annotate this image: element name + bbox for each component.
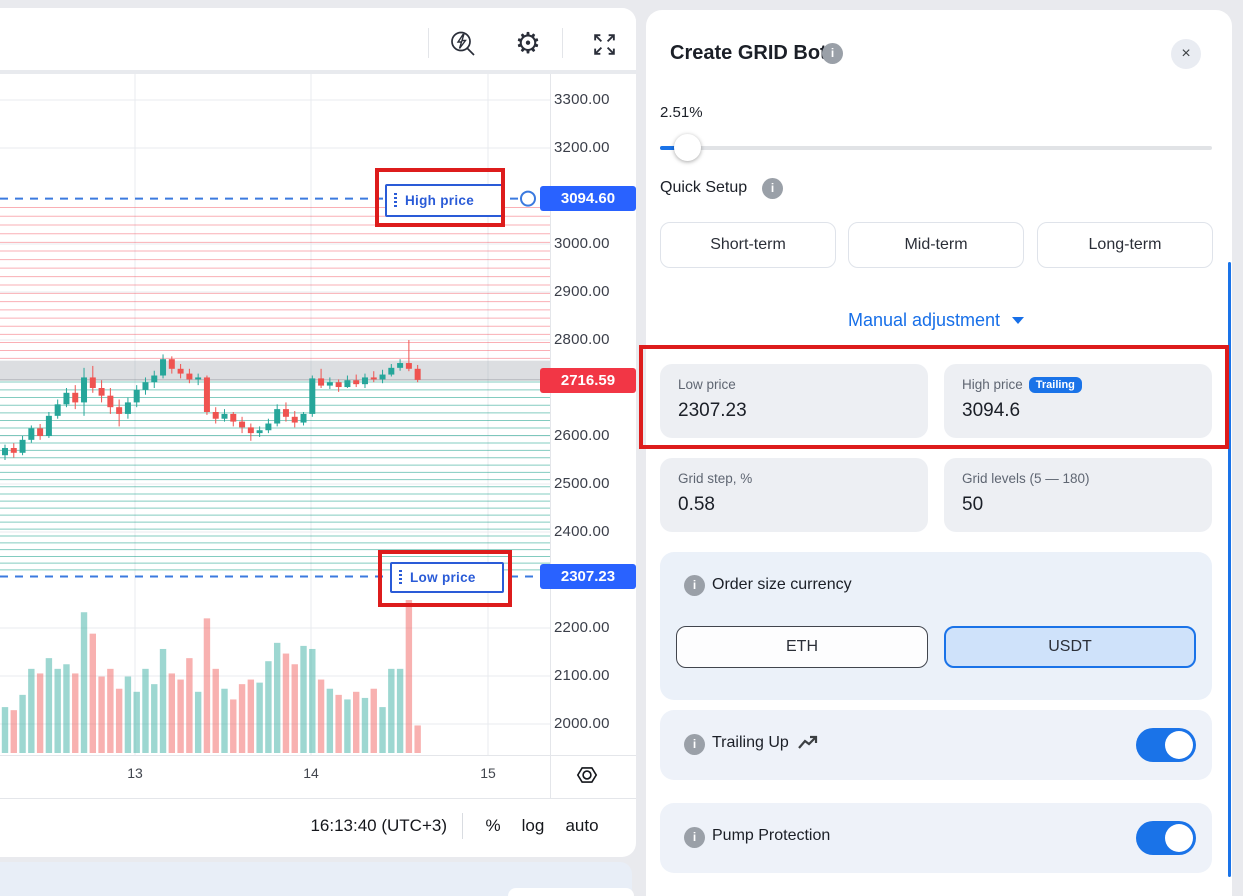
percent-slider-thumb[interactable]: [674, 134, 701, 161]
flash-zoom-icon[interactable]: [445, 26, 481, 62]
grid-levels-field-label: Grid levels (5 — 180): [962, 471, 1090, 486]
trailing-up-label: Trailing Up: [712, 734, 819, 752]
status-bar-border: [0, 798, 636, 799]
chart-toolbar: ⚙: [0, 8, 636, 74]
low-price-field-label: Low price: [678, 377, 736, 392]
price-tick-label: 3200.00: [554, 139, 610, 156]
grid-levels-field[interactable]: Grid levels (5 — 180) 50: [944, 458, 1212, 532]
percent-scale-button[interactable]: %: [485, 816, 501, 835]
order-size-label: Order size currency: [712, 576, 852, 593]
fullscreen-icon[interactable]: [586, 26, 622, 62]
usdt-currency-button[interactable]: USDT: [944, 626, 1196, 668]
panel-scrollbar[interactable]: [1228, 262, 1231, 877]
status-divider: [462, 813, 463, 839]
price-tick-label: 2600.00: [554, 427, 610, 444]
price-tick-label: 2900.00: [554, 283, 610, 300]
low-price-badge: 2307.23: [540, 564, 636, 590]
high-price-field-value: 3094.6: [962, 400, 1021, 421]
settings-gear-icon[interactable]: ⚙: [515, 28, 541, 60]
time-tick-label: 14: [303, 765, 319, 781]
high-price-line-text: High price: [405, 193, 475, 208]
toggle-knob: [1165, 731, 1193, 759]
high-price-badge: 3094.60: [540, 186, 636, 212]
price-tick-label: 2500.00: [554, 475, 610, 492]
low-price-line-text: Low price: [410, 570, 476, 585]
toggle-knob: [1165, 824, 1193, 852]
toolbar-divider: [428, 28, 429, 58]
grid-levels-field-value: 50: [962, 494, 984, 515]
pump-protection-toggle[interactable]: [1136, 821, 1196, 855]
chart-card: [0, 8, 636, 857]
title-info-icon[interactable]: i: [822, 43, 843, 64]
drag-grip-icon: [394, 193, 397, 208]
price-tick-label: 2400.00: [554, 523, 610, 540]
price-tick-label: 2100.00: [554, 667, 610, 684]
clock: 16:13:40 (UTC+3): [310, 816, 447, 835]
high-price-field-label: High price Trailing: [962, 377, 1082, 393]
price-tick-label: 2800.00: [554, 331, 610, 348]
chevron-down-icon: [1012, 317, 1025, 324]
price-tick-label: 2000.00: [554, 715, 610, 732]
price-tick-label: 3000.00: [554, 235, 610, 252]
auto-scale-button[interactable]: auto: [565, 816, 599, 835]
manual-adjustment-label: Manual adjustment: [847, 310, 1001, 330]
high-price-line-label[interactable]: High price: [385, 184, 504, 217]
trailing-up-row: i Trailing Up: [660, 710, 1212, 780]
axis-separator: [550, 74, 551, 798]
order-size-info-icon[interactable]: i: [684, 575, 705, 596]
time-tick-label: 15: [480, 765, 496, 781]
quick-setup-info-icon[interactable]: i: [762, 178, 783, 199]
drag-grip-icon: [399, 570, 402, 585]
current-price-badge: 2716.59: [540, 367, 636, 393]
bottom-panel-card-edge: [508, 888, 634, 896]
close-icon[interactable]: ×: [1171, 39, 1201, 69]
grid-step-field[interactable]: Grid step, % 0.58: [660, 458, 928, 532]
long-term-button[interactable]: Long-term: [1037, 222, 1213, 268]
percent-slider-fill: [660, 146, 677, 150]
trend-up-icon: [797, 735, 817, 749]
low-price-field-value: 2307.23: [678, 400, 747, 421]
percent-slider-track[interactable]: [660, 146, 1212, 150]
pump-protection-label: Pump Protection: [712, 827, 831, 844]
trailing-up-toggle[interactable]: [1136, 728, 1196, 762]
high-price-field[interactable]: High price Trailing 3094.6: [944, 364, 1212, 438]
price-tick-label: 2200.00: [554, 619, 610, 636]
pump-protection-row: i Pump Protection: [660, 803, 1212, 873]
toolbar-divider: [562, 28, 563, 58]
low-price-field[interactable]: Low price 2307.23: [660, 364, 928, 438]
panel-title: Create GRID Bot: [670, 42, 827, 64]
quick-setup-label: Quick Setup: [660, 179, 748, 196]
time-tick-label: 13: [127, 765, 143, 781]
grid-step-field-label: Grid step, %: [678, 471, 753, 486]
low-price-line-label[interactable]: Low price: [390, 562, 504, 593]
time-axis-border: [0, 755, 636, 756]
trailing-up-info-icon[interactable]: i: [684, 734, 705, 755]
log-scale-button[interactable]: log: [521, 816, 545, 835]
candlestick-chart[interactable]: [0, 74, 550, 755]
price-scale-settings-icon[interactable]: [574, 762, 600, 793]
manual-adjustment-toggle[interactable]: Manual adjustment: [660, 310, 1212, 331]
grid-step-field-value: 0.58: [678, 494, 715, 515]
mid-term-button[interactable]: Mid-term: [848, 222, 1024, 268]
grid-step-percent-value: 2.51%: [660, 104, 703, 121]
pump-protection-info-icon[interactable]: i: [684, 827, 705, 848]
short-term-button[interactable]: Short-term: [660, 222, 836, 268]
trailing-badge: Trailing: [1028, 377, 1082, 393]
price-tick-label: 3300.00: [554, 91, 610, 108]
eth-currency-button[interactable]: ETH: [676, 626, 928, 668]
